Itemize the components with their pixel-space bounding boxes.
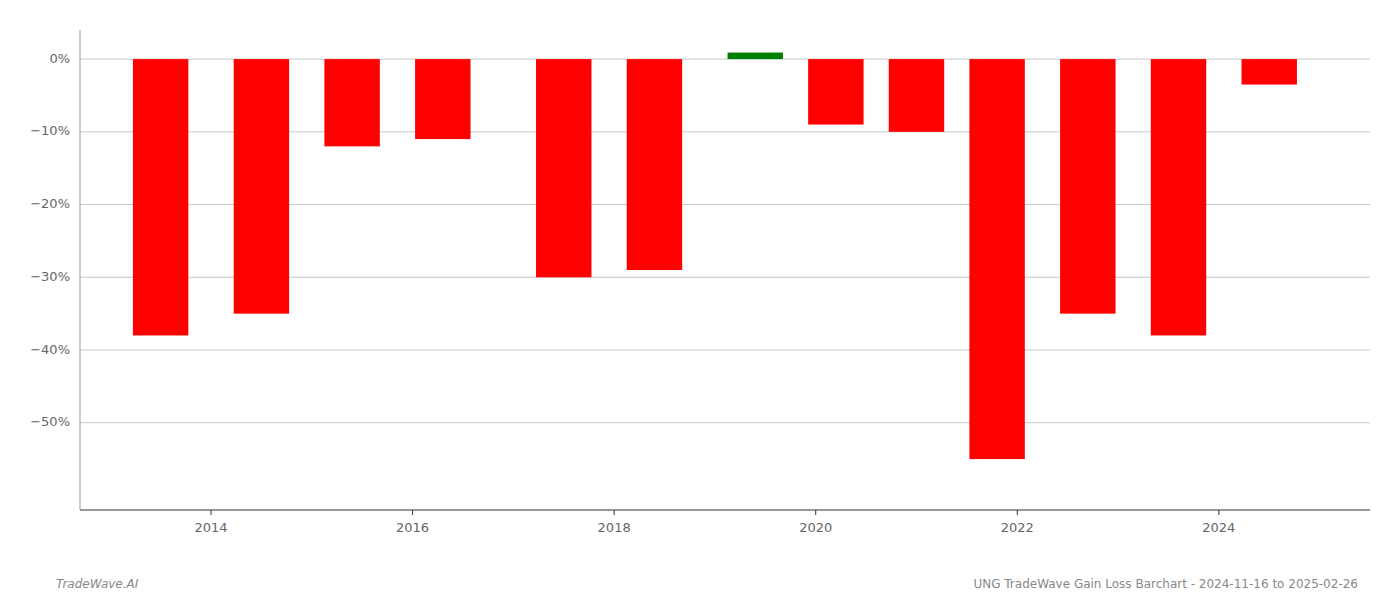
chart-svg: 0%−10%−20%−30%−40%−50%201420162018202020…: [0, 0, 1400, 600]
x-tick-label: 2024: [1202, 520, 1235, 535]
y-tick-label: −50%: [30, 414, 70, 429]
x-tick-label: 2020: [799, 520, 832, 535]
bar: [324, 59, 379, 146]
grid: [80, 59, 1370, 423]
bar: [133, 59, 188, 335]
bar: [889, 59, 944, 132]
x-tick-labels: 2014 2016 2018 2020 2022 2024: [194, 510, 1235, 535]
bar: [1242, 59, 1297, 84]
y-tick-label: −10%: [30, 123, 70, 138]
x-tick: [815, 510, 816, 515]
bar: [627, 59, 682, 270]
annotation: TradeWave.AI: [56, 577, 139, 591]
x-tick-label: 2014: [194, 520, 227, 535]
page: {"chart_data": {"type": "bar", "x": [201…: [0, 0, 1400, 600]
x-tick: [614, 510, 615, 515]
y-tick-label: 0%: [49, 51, 70, 66]
bar: [728, 53, 783, 60]
x-tick-label: 2016: [396, 520, 429, 535]
x-tick-label: 2018: [598, 520, 631, 535]
bar: [234, 59, 289, 314]
x-tick: [1218, 510, 1219, 515]
bar: [1060, 59, 1115, 314]
y-tick-label: −20%: [30, 196, 70, 211]
x-tick-label: 2022: [1001, 520, 1034, 535]
y-axis-line: [80, 30, 81, 510]
x-axis-label: UNG TradeWave Gain Loss Barchart - 2024-…: [973, 577, 1358, 591]
grid-line: [80, 422, 1370, 423]
bar: [536, 59, 591, 277]
bars: [133, 53, 1297, 460]
bar: [415, 59, 470, 139]
chart-container: 0%−10%−20%−30%−40%−50%201420162018202020…: [0, 0, 1400, 600]
bar: [1151, 59, 1206, 335]
grid-line: [80, 350, 1370, 351]
x-tick: [412, 510, 413, 515]
x-tick: [211, 510, 212, 515]
x-tick: [1017, 510, 1018, 515]
y-tick-label: −30%: [30, 269, 70, 284]
bar: [808, 59, 863, 124]
y-tick-labels: 0% −10% −20% −30% −40% −50%: [30, 51, 70, 430]
y-tick-label: −40%: [30, 342, 70, 357]
x-axis-line: [80, 509, 1370, 510]
bar: [969, 59, 1024, 459]
